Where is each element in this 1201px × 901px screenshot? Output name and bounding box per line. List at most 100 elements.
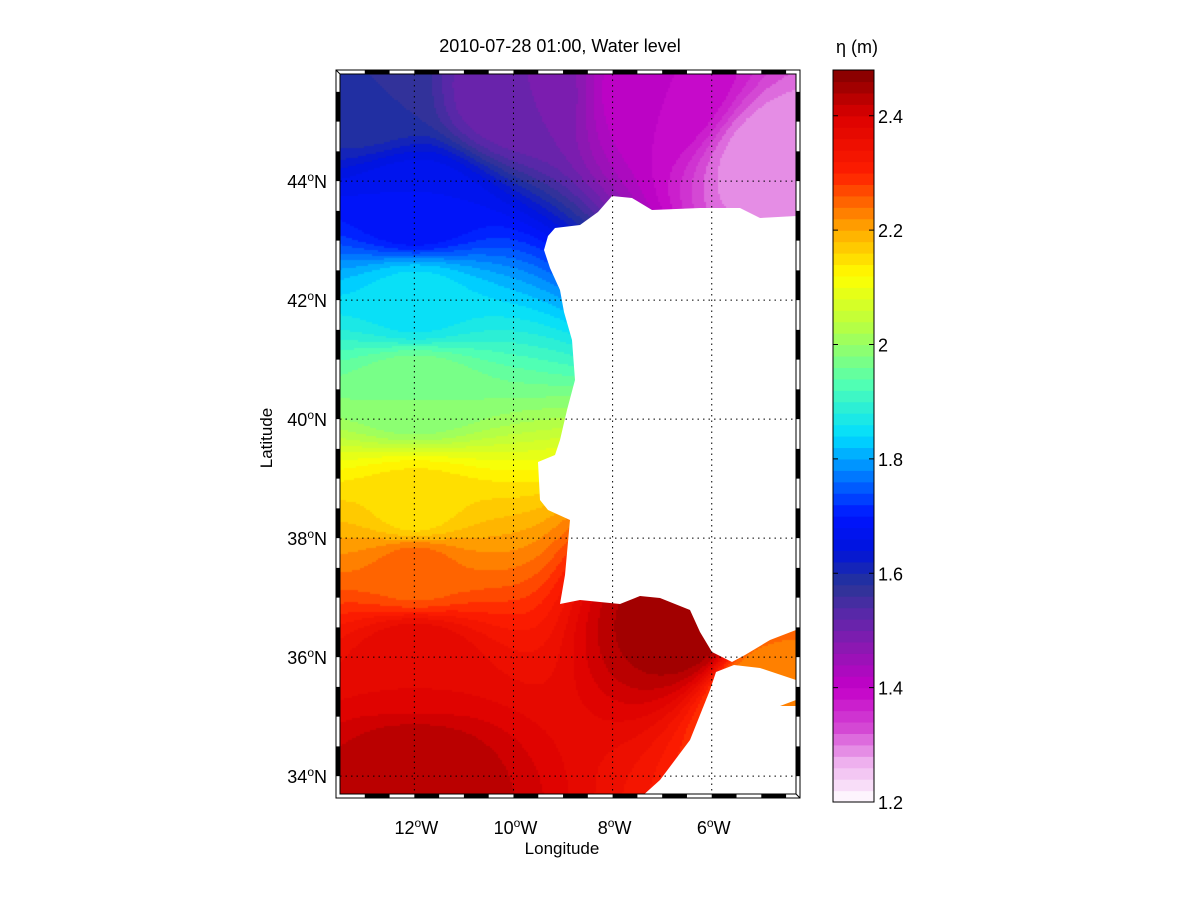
colorbar-band xyxy=(833,310,874,323)
frame-segment xyxy=(563,794,588,798)
frame-segment xyxy=(414,794,440,798)
frame-segment xyxy=(796,270,800,301)
y-tick-label: 36oN xyxy=(287,646,327,668)
frame-segment xyxy=(336,151,340,182)
x-tick-label: 10oW xyxy=(494,816,538,838)
water-level-map xyxy=(340,74,796,798)
colorbar-band xyxy=(833,413,874,426)
colorbar-band xyxy=(833,641,874,654)
colorbar-tick-label: 1.6 xyxy=(878,564,903,584)
frame-segment xyxy=(463,70,489,74)
frame-segment xyxy=(336,91,340,122)
colorbar: 1.2 1.4 1.6 1.8 2 2.2 2.4 xyxy=(832,69,903,813)
colorbar-band xyxy=(833,721,874,734)
colorbar-band xyxy=(833,756,874,769)
colorbar-band xyxy=(833,424,874,437)
colorbar-band xyxy=(833,470,874,483)
x-tick-label: 6oW xyxy=(697,816,731,838)
x-tick-label: 12oW xyxy=(394,816,438,838)
frame-segment xyxy=(336,567,340,598)
y-tick-label: 38oN xyxy=(287,527,327,549)
chart-title: 2010-07-28 01:00, Water level xyxy=(439,36,680,56)
colorbar-band xyxy=(833,550,874,563)
colorbar-band xyxy=(833,619,874,632)
frame-segment xyxy=(796,210,800,241)
colorbar-band xyxy=(833,253,874,266)
frame-segment xyxy=(364,70,390,74)
colorbar-band xyxy=(833,138,874,151)
colorbar-band xyxy=(833,767,874,780)
y-tick-label: 44oN xyxy=(287,170,327,192)
colorbar-band xyxy=(833,504,874,517)
colorbar-band xyxy=(833,687,874,700)
colorbar-band xyxy=(833,790,874,803)
frame-segment xyxy=(612,794,638,798)
colorbar-band xyxy=(833,390,874,403)
frame-segment xyxy=(796,686,800,717)
land-mask-iberia xyxy=(538,196,796,798)
colorbar-border xyxy=(832,69,875,803)
map-frame xyxy=(335,69,801,799)
frame-segment xyxy=(336,210,340,241)
colorbar-band xyxy=(833,584,874,597)
colorbar-band xyxy=(833,115,874,128)
frame-segment xyxy=(796,567,800,598)
colorbar-band xyxy=(833,207,874,220)
frame-segment xyxy=(796,329,800,360)
frame-segment xyxy=(711,794,737,798)
frame-segment xyxy=(796,389,800,420)
frame-segment xyxy=(336,508,340,539)
colorbar-band xyxy=(833,630,874,643)
y-tick-label: 40oN xyxy=(287,408,327,430)
frame-segment xyxy=(612,70,638,74)
colorbar-band xyxy=(833,779,874,792)
colorbar-band xyxy=(833,516,874,529)
frame-segment xyxy=(796,448,800,479)
frame-segment xyxy=(463,794,489,798)
x-axis-label: Longitude xyxy=(525,839,600,858)
frame-segment xyxy=(796,91,800,122)
colorbar-band xyxy=(833,161,874,174)
colorbar-band xyxy=(833,596,874,609)
colorbar-band xyxy=(833,70,874,83)
colorbar-band xyxy=(833,367,874,380)
colorbar-tick-label: 2.4 xyxy=(878,107,903,127)
colorbar-band xyxy=(833,264,874,277)
colorbar-band xyxy=(833,104,874,117)
colorbar-band xyxy=(833,241,874,254)
frame-segment xyxy=(563,70,588,74)
colorbar-band xyxy=(833,481,874,494)
colorbar-band xyxy=(833,321,874,334)
frame-segment xyxy=(662,794,687,798)
frame-segment xyxy=(336,448,340,479)
frame-segment xyxy=(513,70,539,74)
colorbar-bands xyxy=(833,70,874,803)
frame-segment xyxy=(414,70,440,74)
frame-segment xyxy=(336,270,340,301)
colorbar-tick-label: 2.2 xyxy=(878,221,903,241)
colorbar-band xyxy=(833,230,874,243)
y-tick-label: 34oN xyxy=(287,765,327,787)
colorbar-band xyxy=(833,218,874,231)
colorbar-band xyxy=(833,699,874,712)
colorbar-band xyxy=(833,127,874,140)
colorbar-band xyxy=(833,436,874,449)
frame-segment xyxy=(336,746,340,777)
colorbar-band xyxy=(833,527,874,540)
colorbar-band xyxy=(833,184,874,197)
y-tick-label: 42oN xyxy=(287,289,327,311)
frame-segment xyxy=(711,70,737,74)
colorbar-band xyxy=(833,81,874,94)
colorbar-band xyxy=(833,607,874,620)
frame-segment xyxy=(336,329,340,360)
colorbar-band xyxy=(833,733,874,746)
colorbar-tick-label: 1.8 xyxy=(878,450,903,470)
colorbar-band xyxy=(833,447,874,460)
colorbar-band xyxy=(833,195,874,208)
colorbar-band xyxy=(833,355,874,368)
frame-segment xyxy=(513,794,539,798)
colorbar-ticks: 1.2 1.4 1.6 1.8 2 2.2 2.4 xyxy=(833,107,903,813)
colorbar-band xyxy=(833,493,874,506)
frame-segment xyxy=(796,746,800,777)
